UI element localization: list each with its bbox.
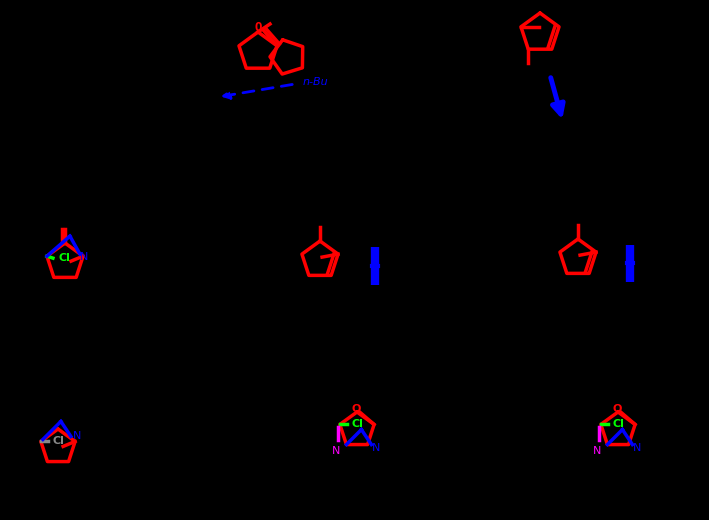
Text: N: N [80,252,89,262]
Text: O: O [255,21,262,34]
Text: N: N [593,447,601,457]
Text: Cl: Cl [613,420,625,430]
Text: N: N [372,443,380,452]
Text: n-Bu: n-Bu [303,77,329,87]
Text: O: O [613,405,622,414]
Text: Cl: Cl [352,420,364,430]
Text: Cl: Cl [53,436,65,447]
Text: N: N [332,447,340,457]
Text: N: N [632,443,641,452]
Text: Cl: Cl [59,253,71,263]
Text: O: O [352,405,361,414]
Text: N: N [73,432,82,441]
